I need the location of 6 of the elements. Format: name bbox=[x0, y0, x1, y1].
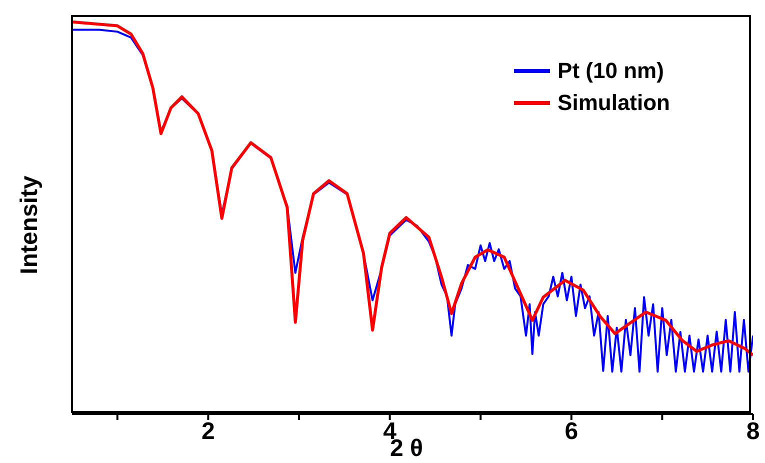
x-tick-label: 6 bbox=[564, 418, 578, 446]
y-axis-title: Intensity bbox=[16, 176, 44, 274]
legend-label: Simulation bbox=[558, 89, 670, 117]
x-tick-label: 8 bbox=[746, 418, 760, 446]
x-tick-label: 2 bbox=[202, 418, 215, 446]
legend-label: Pt (10 nm) bbox=[558, 57, 664, 85]
